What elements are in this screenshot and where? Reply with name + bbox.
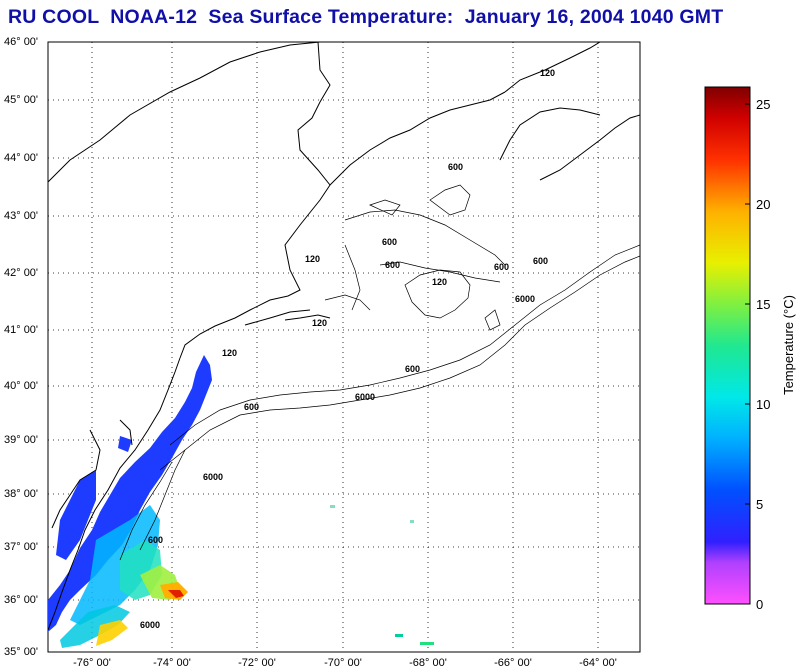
isobath-label: 600: [385, 260, 400, 270]
isobath-label: 120: [222, 348, 237, 358]
sst-data: [48, 355, 434, 648]
isobath-label: 6000: [515, 294, 535, 304]
lat-label: 46° 00': [4, 36, 38, 48]
lat-label: 42° 00': [4, 267, 38, 279]
colorbar-tick: 10: [756, 397, 770, 412]
longitude-labels: -76° 00' -74° 00' -72° 00' -70° 00' -68°…: [73, 657, 617, 669]
lon-label: -76° 00': [73, 657, 111, 669]
lon-label: -66° 00': [494, 657, 532, 669]
graticule: [48, 42, 640, 652]
latitude-labels: 46° 00' 45° 00' 44° 00' 43° 00' 42° 00' …: [4, 36, 38, 658]
isobath-label: 600: [533, 256, 548, 266]
lat-label: 41° 00': [4, 324, 38, 336]
isobath-label: 120: [540, 68, 555, 78]
isobath-label: 120: [432, 277, 447, 287]
lat-label: 36° 00': [4, 594, 38, 606]
colorbar: 25 20 15 10 5 0 Temperature (°C): [704, 86, 796, 612]
isobath-label: 600: [244, 402, 259, 412]
isobath-label: 600: [494, 262, 509, 272]
coastline: [48, 42, 640, 631]
lat-label: 45° 00': [4, 94, 38, 106]
colorbar-tick: 15: [756, 297, 770, 312]
isobath-label: 600: [405, 364, 420, 374]
colorbar-label: Temperature (°C): [781, 295, 796, 395]
lon-label: -72° 00': [238, 657, 276, 669]
isobath-label: 6000: [203, 472, 223, 482]
isobath-label: 600: [148, 535, 163, 545]
isobaths: [119, 184, 640, 561]
colorbar-tick: 20: [756, 197, 770, 212]
lat-label: 39° 00': [4, 434, 38, 446]
colorbar-tick: 5: [756, 497, 763, 512]
colorbar-tick: 0: [756, 597, 763, 612]
lat-label: 40° 00': [4, 380, 38, 392]
isobath-label: 600: [382, 237, 397, 247]
map-title: RU COOL NOAA-12 Sea Surface Temperature:…: [8, 6, 724, 28]
lon-label: -64° 00': [579, 657, 617, 669]
isobath-label: 600: [448, 162, 463, 172]
lon-label: -74° 00': [153, 657, 191, 669]
colorbar-gradient: [704, 86, 751, 605]
isobath-labels: 120 120 120 120 120 600 600 600 600 600 …: [140, 68, 555, 630]
lat-label: 38° 00': [4, 488, 38, 500]
lat-label: 44° 00': [4, 152, 38, 164]
lat-label: 35° 00': [4, 646, 38, 658]
isobath-label: 120: [312, 318, 327, 328]
isobath-label: 120: [305, 254, 320, 264]
isobath-label: 6000: [140, 620, 160, 630]
lat-label: 37° 00': [4, 541, 38, 553]
lat-label: 43° 00': [4, 210, 38, 222]
isobath-label: 6000: [355, 392, 375, 402]
lon-label: -70° 00': [324, 657, 362, 669]
lon-label: -68° 00': [409, 657, 447, 669]
colorbar-tick: 25: [756, 97, 770, 112]
